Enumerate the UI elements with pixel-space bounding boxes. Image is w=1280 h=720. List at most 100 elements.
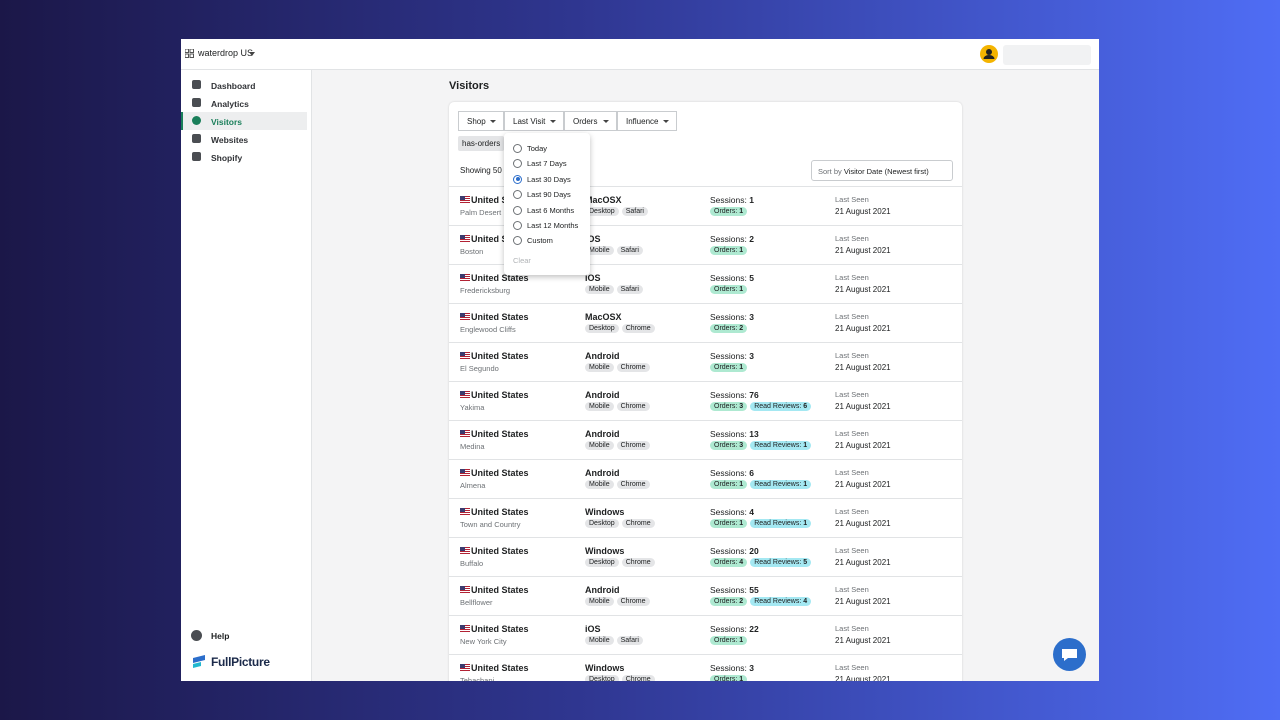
visitor-row[interactable]: United States Bellflower Android Mobile Chro… <box>449 576 962 615</box>
visitor-row[interactable]: United States Town and Country Windows Desk… <box>449 498 962 537</box>
clear-button[interactable]: Clear <box>513 256 531 265</box>
workspace-selector[interactable]: waterdrop US <box>198 48 254 58</box>
orders-badge: Orders: 1 <box>710 363 748 372</box>
sessions-value: 3 <box>749 351 754 361</box>
orders-label: Orders: <box>714 325 738 332</box>
country: United States <box>460 546 529 556</box>
date-option[interactable]: Last 12 Months <box>513 221 578 230</box>
orders-label: Orders: <box>714 403 738 410</box>
chat-button[interactable] <box>1053 638 1086 671</box>
radio[interactable] <box>513 190 522 200</box>
nav-item[interactable]: Visitors <box>181 112 307 130</box>
sessions-value: 55 <box>749 585 759 595</box>
activity-cell: Sessions: 22 Orders: 1 <box>710 624 759 645</box>
date-option[interactable]: Custom <box>513 236 553 246</box>
reviews-label: Read Reviews: <box>754 403 802 410</box>
visitor-row[interactable]: United States Medina Android Mobile Chrome Se… <box>449 420 962 459</box>
reviews-badge: Read Reviews: 4 <box>750 597 812 606</box>
sessions-label: Sessions: <box>710 429 747 439</box>
orders-badge: Orders: 1 <box>710 207 748 216</box>
device-cell: Android Mobile Chrome <box>585 468 653 489</box>
option-label: Last 90 Days <box>527 190 571 200</box>
sessions: Sessions: 1 <box>710 195 754 205</box>
visitor-row[interactable]: United States Boston iOS Mobile Safari Sessio… <box>449 225 962 264</box>
workspace-icon <box>185 49 194 58</box>
date-option[interactable]: Last 90 Days <box>513 190 571 200</box>
activity-cell: Sessions: 3 Orders: 2 <box>710 312 754 333</box>
badges: Orders: 1 Read Reviews: 1 <box>710 478 814 489</box>
visitor-row[interactable]: United States Fredericksburg iOS Mobile Safa… <box>449 264 962 303</box>
device-cell: Android Mobile Chrome <box>585 390 653 411</box>
pills: Desktop Chrome <box>585 517 658 528</box>
date-option[interactable]: Last 6 Months <box>513 205 575 215</box>
sort-select[interactable]: Sort by Visitor Date (Newest first) <box>811 160 953 181</box>
visitor-row[interactable]: United States Englewood Cliffs MacOSX Deskt… <box>449 303 962 342</box>
device-pill: Desktop <box>585 207 619 216</box>
nav-icon <box>192 98 201 107</box>
orders-value: 2 <box>739 598 744 605</box>
visitor-row[interactable]: United States Palm Desert MacOSX Desktop Saf… <box>449 186 962 225</box>
radio[interactable] <box>513 174 522 184</box>
activity-cell: Sessions: 3 Orders: 1 <box>710 663 754 681</box>
filter-button[interactable]: Shop <box>458 111 504 131</box>
visitor-row[interactable]: United States El Segundo Android Mobile Chro… <box>449 342 962 381</box>
radio[interactable] <box>513 236 522 246</box>
visitor-row[interactable]: United States Yakima Android Mobile Chrome Se… <box>449 381 962 420</box>
last-seen-date: 21 August 2021 <box>835 636 891 645</box>
orders-value: 4 <box>739 559 744 566</box>
avatar[interactable] <box>980 45 998 63</box>
page-title: Visitors <box>449 80 490 92</box>
filter-tag[interactable]: has-orders <box>458 136 505 151</box>
filter-button[interactable]: Orders <box>564 111 617 131</box>
last-seen-date: 21 August 2021 <box>835 480 891 489</box>
visitor-row[interactable]: United States New York City iOS Mobile Safar… <box>449 615 962 654</box>
city: Bellflower <box>460 598 493 607</box>
sort-value: Visitor Date (Newest first) <box>843 167 929 176</box>
city: El Segundo <box>460 364 499 373</box>
last-seen-cell: Last Seen 21 August 2021 <box>835 468 891 489</box>
caret <box>249 52 255 56</box>
device-cell: MacOSX Desktop Safari <box>585 195 651 216</box>
option-label: Last 12 Months <box>527 221 579 230</box>
filter-button[interactable]: Last Visit <box>504 111 564 131</box>
sort-prefix: Sort by <box>818 167 842 176</box>
pills: Desktop Safari <box>585 205 651 216</box>
pills: Mobile Chrome <box>585 478 653 489</box>
reviews-value: 1 <box>803 481 808 488</box>
nav-item[interactable]: Websites <box>181 130 307 148</box>
sessions-value: 1 <box>749 195 754 205</box>
radio[interactable] <box>513 221 522 230</box>
flag <box>460 196 470 203</box>
flag <box>460 508 470 515</box>
visitor-row[interactable]: United States Almena Android Mobile Chrome Se… <box>449 459 962 498</box>
date-dropdown: Clear Today Last 7 Days Last 30 Days Last 9… <box>504 133 590 275</box>
nav-item[interactable]: Shopify <box>181 148 307 166</box>
reviews-value: 1 <box>803 442 808 449</box>
radio[interactable] <box>513 144 522 153</box>
last-seen-date: 21 August 2021 <box>835 207 891 216</box>
nav-item[interactable]: Analytics <box>181 94 307 112</box>
visitor-row[interactable]: United States Tehachapi Windows Desktop Chro… <box>449 654 962 681</box>
orders-value: 1 <box>739 286 744 293</box>
date-option[interactable]: Today <box>513 144 547 153</box>
help-link[interactable]: Help <box>191 630 229 641</box>
location-cell: United States Yakima <box>460 390 529 412</box>
country: United States <box>460 195 529 205</box>
sessions-value: 22 <box>749 624 759 634</box>
city: Town and Country <box>460 520 521 529</box>
radio[interactable] <box>513 159 522 169</box>
filter-button[interactable]: Influence <box>617 111 677 131</box>
country-name: United States <box>471 390 529 400</box>
nav-item[interactable]: Dashboard <box>181 76 307 94</box>
last-seen-cell: Last Seen 21 August 2021 <box>835 429 891 450</box>
last-seen-cell: Last Seen 21 August 2021 <box>835 507 891 528</box>
sessions-label: Sessions: <box>710 507 747 517</box>
date-option[interactable]: Last 30 Days <box>513 174 571 184</box>
radio[interactable] <box>513 205 522 215</box>
option-label: Last 6 Months <box>527 205 575 215</box>
pills: Mobile Chrome <box>585 595 653 606</box>
country: United States <box>460 624 529 634</box>
badges: Orders: 2 <box>710 322 754 333</box>
visitor-row[interactable]: United States Buffalo Windows Desktop Chrome… <box>449 537 962 576</box>
date-option[interactable]: Last 7 Days <box>513 159 567 169</box>
